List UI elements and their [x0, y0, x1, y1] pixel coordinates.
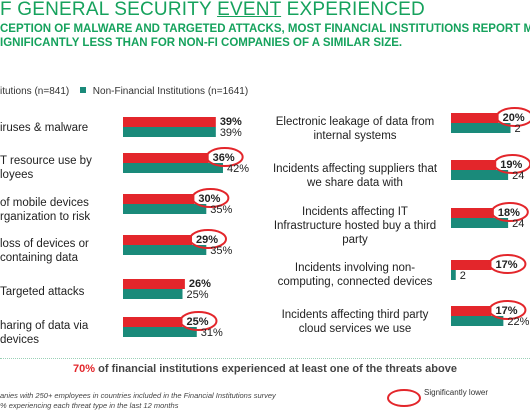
right-category-label-4: Incidents affecting third party cloud ser…	[281, 309, 429, 335]
left-nonfi-value-1: 42%	[227, 163, 249, 175]
left-nonfi-bar-0	[123, 127, 216, 137]
left-fi-bar-2	[123, 194, 195, 204]
right-nonfi-bar-0	[451, 123, 511, 133]
legend-nonfi-label: Non-Financial Institutions (n=1641)	[92, 86, 249, 97]
left-nonfi-value-4: 25%	[187, 289, 209, 301]
legend: itutions (n=841) Non-Financial Instituti…	[0, 86, 530, 100]
right-fi-value-2: 18%	[498, 207, 520, 219]
left-category-label-4: Targeted attacks	[0, 286, 85, 298]
left-nonfi-bar-2	[123, 204, 207, 214]
left-fi-value-5: 25%	[187, 316, 209, 328]
left-category-label-1: T resource use by loyees	[0, 155, 92, 181]
left-nonfi-bar-5	[123, 327, 197, 337]
right-fi-value-1: 19%	[500, 159, 522, 171]
right-nonfi-value-3: 2	[460, 270, 466, 282]
left-category-label-0: iruses & malware	[0, 122, 89, 134]
significance-key-label: Significantly lower	[424, 388, 489, 397]
divider	[0, 358, 530, 359]
right-nonfi-value-1: 24	[512, 170, 524, 182]
left-category-label-3: loss of devices or containing data	[0, 238, 89, 264]
right-nonfi-bar-2	[451, 218, 509, 228]
left-fi-value-4: 26%	[189, 278, 211, 290]
left-fi-bar-1	[123, 153, 209, 163]
right-category-label-2: Incidents affecting IT Infrastructure hos…	[273, 206, 437, 246]
significance-key-ring	[387, 389, 421, 407]
legend-nonfi-swatch	[80, 87, 86, 93]
right-nonfi-value-2: 24	[512, 218, 524, 230]
left-nonfi-bar-4	[123, 289, 183, 299]
left-significance-ring-5	[179, 311, 218, 331]
left-nonfi-bar-1	[123, 163, 223, 173]
left-significance-ring-2	[191, 188, 230, 208]
right-significance-ring-3	[488, 254, 527, 274]
chart-subtitle: CEPTION OF MALWARE AND TARGETED ATTACKS,…	[0, 23, 530, 49]
right-fi-value-0: 20%	[503, 112, 525, 124]
right-category-label-1: Incidents affecting suppliers that we sha…	[272, 163, 438, 189]
right-nonfi-value-4: 22%	[507, 316, 529, 328]
right-significance-ring-4	[488, 300, 527, 320]
left-fi-value-3: 29%	[196, 234, 218, 246]
right-fi-bar-0	[451, 113, 499, 123]
right-fi-bar-4	[451, 306, 492, 316]
right-significance-ring-0	[495, 107, 530, 127]
left-nonfi-bar-3	[123, 245, 207, 255]
right-nonfi-bar-1	[451, 170, 509, 180]
left-nonfi-value-0: 39%	[220, 127, 242, 139]
left-fi-bar-3	[123, 235, 193, 245]
left-fi-value-0: 39%	[220, 116, 242, 128]
left-category-label-2: of mobile devices rganization to risk	[0, 197, 91, 223]
right-category-label-3: Incidents involving non-computing, conne…	[277, 262, 433, 288]
left-fi-value-1: 36%	[213, 152, 235, 164]
right-significance-ring-1	[493, 154, 530, 174]
right-fi-value-3: 17%	[495, 259, 517, 271]
left-nonfi-value-5: 31%	[201, 327, 223, 339]
right-fi-value-4: 17%	[495, 305, 517, 317]
left-nonfi-value-3: 35%	[210, 245, 232, 257]
left-fi-bar-0	[123, 117, 216, 127]
right-nonfi-value-0: 2	[515, 123, 521, 135]
left-category-label-5: haring of data via devices	[0, 320, 89, 346]
footnotes: anies with 250+ employees in countries i…	[0, 391, 276, 410]
right-nonfi-bar-3	[451, 270, 456, 280]
right-fi-bar-1	[451, 160, 497, 170]
left-significance-ring-1	[205, 147, 244, 167]
right-significance-ring-2	[490, 202, 529, 222]
right-category-label-0: Electronic leakage of data from internal …	[275, 116, 435, 142]
left-fi-bar-5	[123, 317, 183, 327]
right-fi-bar-3	[451, 260, 492, 270]
left-fi-bar-4	[123, 279, 185, 289]
right-fi-bar-2	[451, 208, 494, 218]
chart-title: F GENERAL SECURITY EVENT EXPERIENCED	[0, 0, 425, 20]
legend-fi-label: itutions (n=841)	[0, 86, 70, 97]
left-significance-ring-3	[189, 229, 228, 249]
left-fi-value-2: 30%	[198, 193, 220, 205]
summary-text: 70% of financial institutions experience…	[73, 363, 457, 375]
left-nonfi-value-2: 35%	[210, 204, 232, 216]
right-nonfi-bar-4	[451, 316, 504, 326]
